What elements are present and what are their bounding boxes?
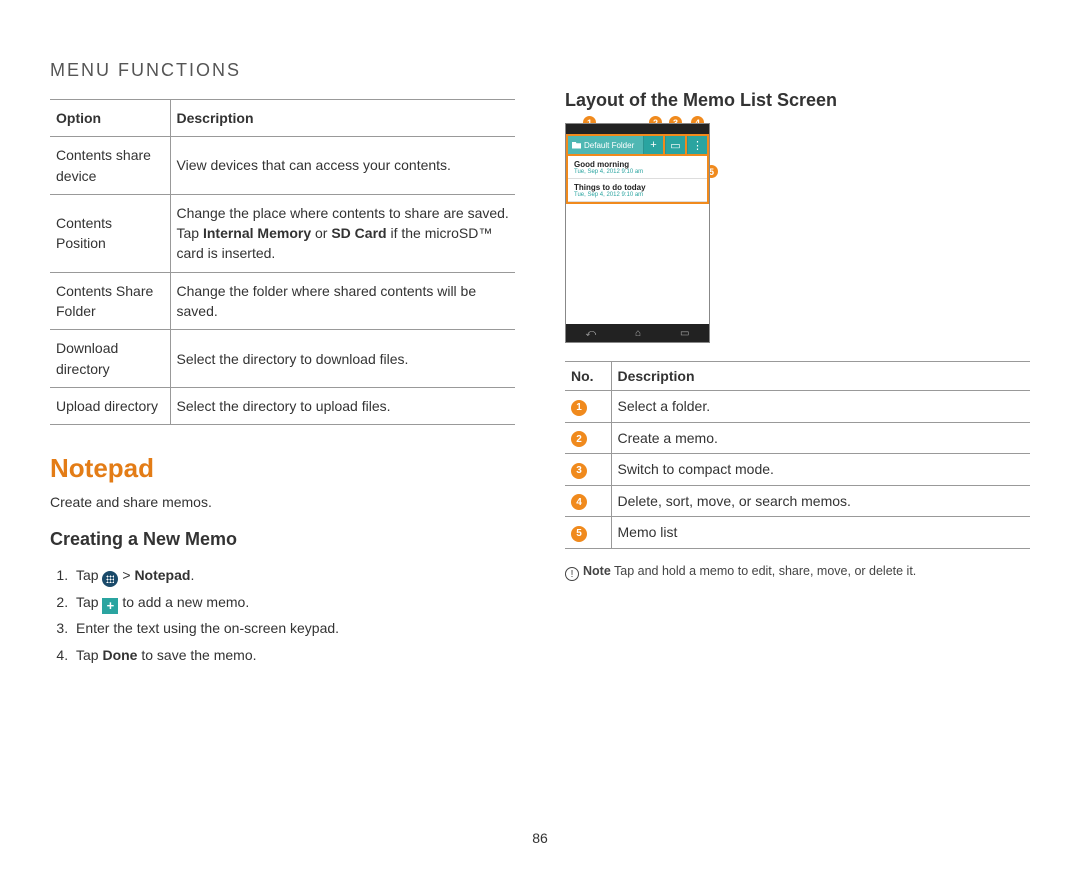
- col-option: Option: [50, 100, 170, 137]
- note-text: !Note Tap and hold a memo to edit, share…: [565, 563, 1030, 581]
- memo-list: Good morning Tue, Sep 4, 2012 9:10 am Th…: [566, 156, 709, 204]
- step-item: Tap Done to save the memo.: [72, 642, 515, 669]
- overflow-icon: ⋮: [687, 136, 709, 154]
- creating-heading: Creating a New Memo: [50, 529, 515, 550]
- back-icon: ⤺: [585, 328, 596, 339]
- table-row: 1 Select a folder.: [565, 391, 1030, 423]
- apps-icon: [102, 571, 118, 587]
- legend-table: No. Description 1 Select a folder. 2 Cre…: [565, 361, 1030, 549]
- table-row: 5 Memo list: [565, 517, 1030, 549]
- phone-mock-wrap: 1 2 3 4 5 Default Folder + ▭ ⋮ Go: [565, 123, 710, 343]
- nav-bar: ⤺ ⌂ ▭: [566, 324, 709, 342]
- table-row: Upload directory Select the directory to…: [50, 387, 515, 424]
- bubble-icon: 5: [571, 526, 587, 542]
- table-row: 3 Switch to compact mode.: [565, 454, 1030, 486]
- page-number: 86: [0, 830, 1080, 846]
- step-item: Enter the text using the on-screen keypa…: [72, 615, 515, 642]
- layout-heading: Layout of the Memo List Screen: [565, 90, 1030, 111]
- page-content: MENU FUNCTIONS Option Description Conten…: [50, 60, 1030, 669]
- table-row: Contents share device View devices that …: [50, 137, 515, 195]
- options-table: Option Description Contents share device…: [50, 99, 515, 425]
- memo-item: Good morning Tue, Sep 4, 2012 9:10 am: [568, 156, 707, 179]
- bubble-icon: 4: [571, 494, 587, 510]
- step-item: Tap + to add a new memo.: [72, 589, 515, 616]
- add-memo-icon: +: [643, 136, 665, 154]
- memo-item: Things to do today Tue, Sep 4, 2012 9:10…: [568, 179, 707, 202]
- folder-icon: [572, 142, 581, 149]
- table-header-row: Option Description: [50, 100, 515, 137]
- notepad-heading: Notepad: [50, 453, 515, 484]
- table-row: Contents Share Folder Change the folder …: [50, 272, 515, 330]
- blank-area: [566, 204, 709, 324]
- bubble-icon: 2: [571, 431, 587, 447]
- recent-icon: ▭: [680, 328, 689, 339]
- notepad-intro: Create and share memos.: [50, 492, 515, 513]
- app-bar: Default Folder + ▭ ⋮: [566, 134, 709, 156]
- col-description: Description: [611, 362, 1030, 391]
- table-row: 4 Delete, sort, move, or search memos.: [565, 485, 1030, 517]
- right-column: Layout of the Memo List Screen 1 2 3 4 5…: [565, 60, 1030, 669]
- compact-mode-icon: ▭: [665, 136, 687, 154]
- table-row: 2 Create a memo.: [565, 422, 1030, 454]
- home-icon: ⌂: [635, 328, 641, 339]
- table-header-row: No. Description: [565, 362, 1030, 391]
- table-row: Download directory Select the directory …: [50, 330, 515, 388]
- phone-mock: Default Folder + ▭ ⋮ Good morning Tue, S…: [565, 123, 710, 343]
- section-title: MENU FUNCTIONS: [50, 60, 515, 81]
- info-icon: !: [565, 567, 579, 581]
- left-column: MENU FUNCTIONS Option Description Conten…: [50, 60, 515, 669]
- folder-select: Default Folder: [568, 136, 643, 154]
- table-row: Contents Position Change the place where…: [50, 194, 515, 272]
- col-no: No.: [565, 362, 611, 391]
- steps-list: Tap > Notepad. Tap + to add a new memo. …: [50, 562, 515, 668]
- step-item: Tap > Notepad.: [72, 562, 515, 589]
- plus-icon: +: [102, 598, 118, 614]
- col-description: Description: [170, 100, 515, 137]
- bubble-icon: 1: [571, 400, 587, 416]
- bubble-icon: 3: [571, 463, 587, 479]
- status-bar: [566, 124, 709, 134]
